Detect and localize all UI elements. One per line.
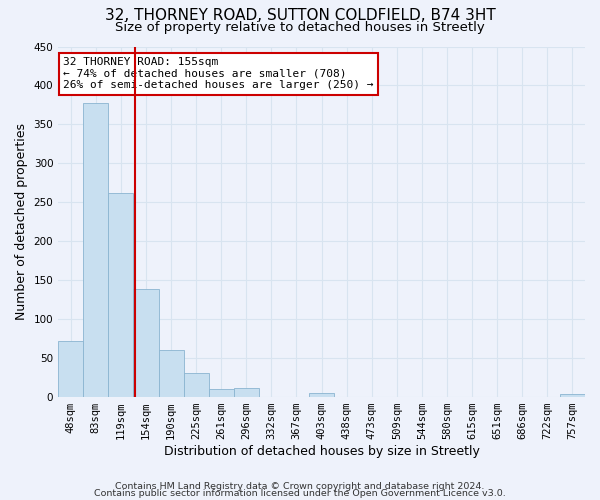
Bar [560,394,585,396]
Bar [58,340,83,396]
X-axis label: Distribution of detached houses by size in Streetly: Distribution of detached houses by size … [164,444,479,458]
Bar [109,193,133,396]
Y-axis label: Number of detached properties: Number of detached properties [15,123,28,320]
Text: Contains HM Land Registry data © Crown copyright and database right 2024.: Contains HM Land Registry data © Crown c… [115,482,485,491]
Bar [209,389,234,396]
Text: Size of property relative to detached houses in Streetly: Size of property relative to detached ho… [115,21,485,34]
Text: 32, THORNEY ROAD, SUTTON COLDFIELD, B74 3HT: 32, THORNEY ROAD, SUTTON COLDFIELD, B74 … [104,8,496,22]
Text: Contains public sector information licensed under the Open Government Licence v3: Contains public sector information licen… [94,489,506,498]
Text: 32 THORNEY ROAD: 155sqm
← 74% of detached houses are smaller (708)
26% of semi-d: 32 THORNEY ROAD: 155sqm ← 74% of detache… [64,57,374,90]
Bar [309,392,334,396]
Bar [184,373,209,396]
Bar [158,350,184,397]
Bar [83,102,109,397]
Bar [234,388,259,396]
Bar [133,289,158,397]
